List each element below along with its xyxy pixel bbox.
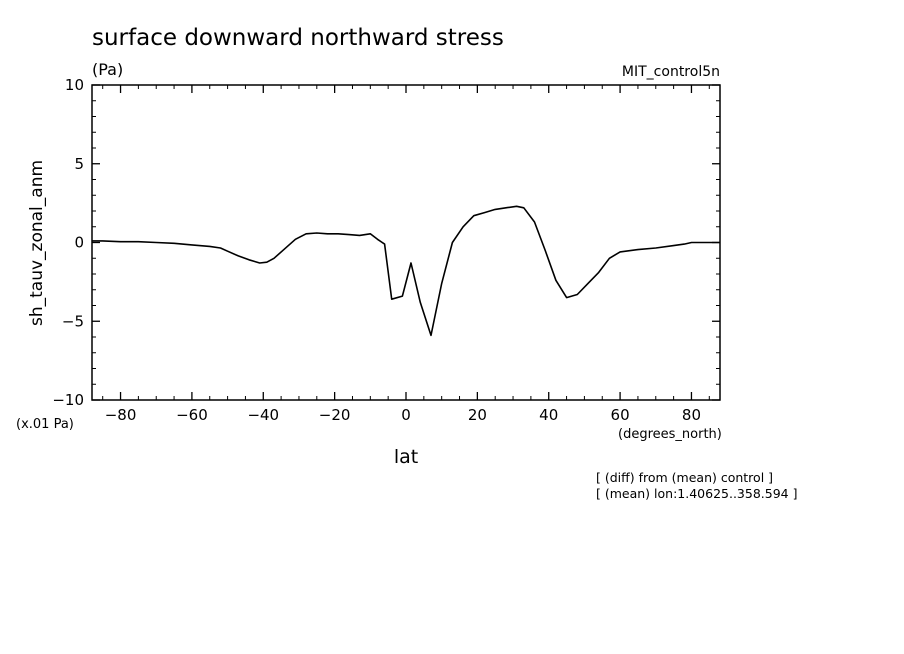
y-axis-ticks: −10 −5 0 5 10 <box>52 76 720 409</box>
chart-title: surface downward northward stress <box>92 25 504 51</box>
units-label: (Pa) <box>92 60 123 79</box>
y-tick-label: 10 <box>65 76 84 94</box>
y-tick-label: 5 <box>74 155 84 173</box>
minor-ticks <box>92 85 720 400</box>
x-tick-label: 0 <box>401 406 411 424</box>
x-tick-label: 60 <box>611 406 630 424</box>
y-tick-label: −5 <box>62 312 84 330</box>
y-tick-label: 0 <box>74 234 84 252</box>
x-axis-label: lat <box>394 446 418 468</box>
diff-note: [ (diff) from (mean) control ] <box>596 470 773 485</box>
x-tick-label: 80 <box>682 406 701 424</box>
series-line <box>92 205 720 337</box>
x-tick-label: −80 <box>105 406 137 424</box>
x-tick-label: −60 <box>176 406 208 424</box>
x-tick-label: −40 <box>247 406 279 424</box>
plot-frame <box>91 84 721 401</box>
dataset-label: MIT_control5n <box>622 64 720 80</box>
x-tick-label: 20 <box>468 406 487 424</box>
x-units-note: (degrees_north) <box>618 427 722 442</box>
scale-note: (x.01 Pa) <box>16 417 74 432</box>
y-tick-label: −10 <box>52 391 84 409</box>
x-axis-ticks: −80 −60 −40 −20 0 20 40 60 80 <box>105 85 701 424</box>
x-tick-label: 40 <box>539 406 558 424</box>
x-tick-label: −20 <box>319 406 351 424</box>
y-axis-label: sh_tauv_zonal_anm <box>27 160 47 326</box>
series-group <box>92 205 720 337</box>
mean-note: [ (mean) lon:1.40625..358.594 ] <box>596 486 797 501</box>
